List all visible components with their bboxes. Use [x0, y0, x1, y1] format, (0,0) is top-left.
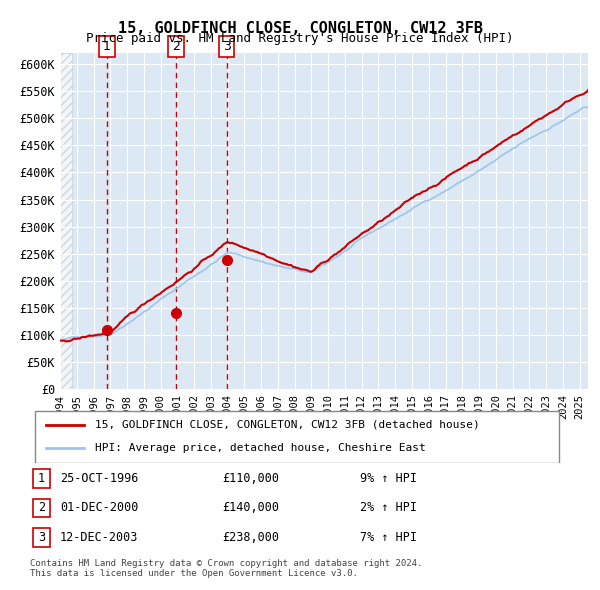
Text: 7% ↑ HPI: 7% ↑ HPI — [360, 531, 417, 544]
Text: 15, GOLDFINCH CLOSE, CONGLETON, CW12 3FB: 15, GOLDFINCH CLOSE, CONGLETON, CW12 3FB — [118, 21, 482, 35]
Text: HPI: Average price, detached house, Cheshire East: HPI: Average price, detached house, Ches… — [95, 443, 425, 453]
Text: 2: 2 — [172, 40, 180, 53]
FancyBboxPatch shape — [35, 411, 559, 463]
Text: 3: 3 — [223, 40, 230, 53]
Text: 9% ↑ HPI: 9% ↑ HPI — [360, 472, 417, 485]
Text: 12-DEC-2003: 12-DEC-2003 — [60, 531, 139, 544]
Text: 01-DEC-2000: 01-DEC-2000 — [60, 502, 139, 514]
Text: 25-OCT-1996: 25-OCT-1996 — [60, 472, 139, 485]
Text: £140,000: £140,000 — [222, 502, 279, 514]
Text: 2: 2 — [38, 502, 45, 514]
Text: 2% ↑ HPI: 2% ↑ HPI — [360, 502, 417, 514]
Text: 1: 1 — [38, 472, 45, 485]
Text: £110,000: £110,000 — [222, 472, 279, 485]
Text: £238,000: £238,000 — [222, 531, 279, 544]
Text: 1: 1 — [103, 40, 111, 53]
Text: 15, GOLDFINCH CLOSE, CONGLETON, CW12 3FB (detached house): 15, GOLDFINCH CLOSE, CONGLETON, CW12 3FB… — [95, 420, 479, 430]
Text: Contains HM Land Registry data © Crown copyright and database right 2024.
This d: Contains HM Land Registry data © Crown c… — [30, 559, 422, 578]
Bar — [60, 53, 72, 389]
Text: 3: 3 — [38, 531, 45, 544]
Text: Price paid vs. HM Land Registry's House Price Index (HPI): Price paid vs. HM Land Registry's House … — [86, 32, 514, 45]
